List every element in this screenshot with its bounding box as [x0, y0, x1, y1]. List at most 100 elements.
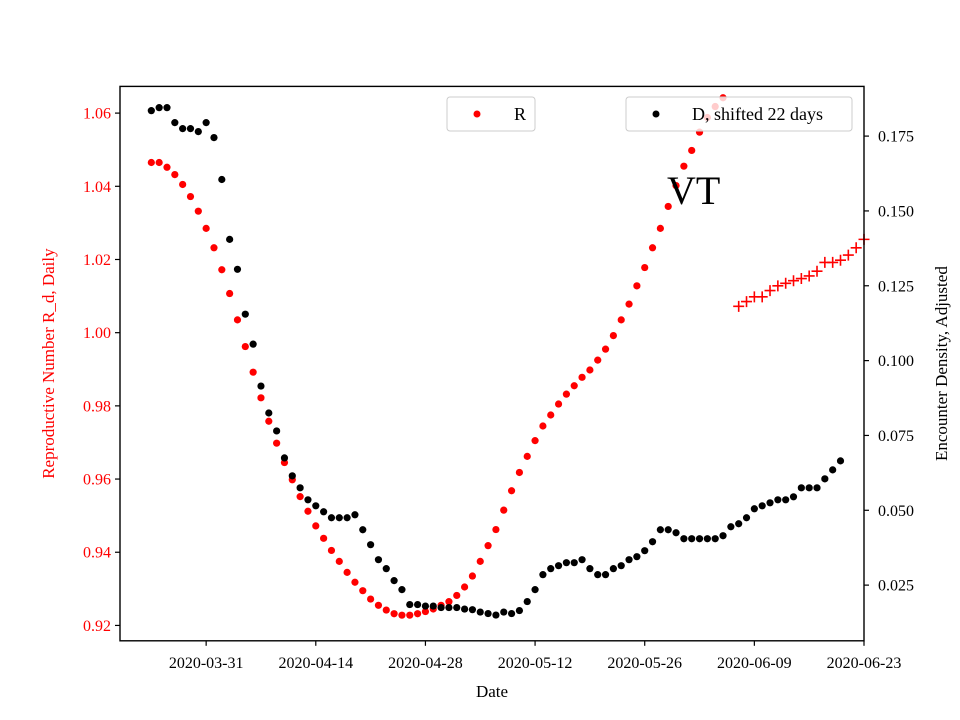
point-2-4	[764, 285, 776, 297]
point-0-10	[226, 289, 234, 298]
point-1-65	[656, 526, 664, 534]
legend-d-marker	[652, 110, 660, 118]
legend-r-box	[446, 96, 536, 132]
point-0-44	[492, 525, 500, 534]
point-0-53	[562, 390, 571, 398]
series-2	[733, 233, 870, 312]
point-1-24	[335, 514, 343, 522]
point-2-7	[788, 275, 800, 287]
point-0-63	[641, 263, 649, 272]
point-1-53	[562, 559, 571, 567]
point-1-81	[782, 496, 790, 504]
point-2-0	[733, 300, 745, 312]
point-1-76	[742, 514, 751, 522]
point-1-72	[711, 535, 719, 543]
point-1-74	[727, 523, 735, 531]
point-1-84	[805, 484, 813, 492]
point-0-34	[414, 610, 422, 618]
point-0-69	[688, 146, 696, 155]
series-0	[147, 94, 727, 619]
point-1-75	[735, 520, 743, 528]
point-1-16	[273, 427, 281, 435]
point-1-41	[468, 606, 477, 614]
point-2-8	[795, 273, 807, 285]
point-1-66	[664, 526, 672, 534]
point-1-2	[163, 104, 171, 112]
point-1-88	[836, 457, 845, 465]
point-1-40	[460, 605, 469, 613]
point-1-73	[719, 532, 727, 540]
point-1-61	[625, 556, 633, 564]
point-0-12	[241, 342, 249, 351]
point-1-49	[531, 586, 539, 594]
point-1-78	[758, 502, 766, 510]
y-left-tick-label-3: 0.98	[83, 398, 111, 415]
series-1	[147, 104, 845, 619]
point-2-6	[780, 277, 792, 289]
point-0-15	[265, 417, 273, 425]
point-1-23	[327, 514, 336, 522]
point-0-24	[335, 557, 343, 565]
y-right-tick-label-2: 0.075	[878, 428, 914, 445]
point-1-32	[398, 586, 406, 594]
point-2-3	[756, 291, 768, 303]
point-1-10	[226, 235, 234, 243]
y-right-tick-label-1: 0.050	[878, 503, 914, 520]
point-1-29	[374, 556, 383, 564]
x-tick-label-3: 2020-05-12	[498, 655, 573, 672]
point-2-5	[772, 280, 784, 292]
point-0-2	[163, 163, 171, 171]
point-1-80	[774, 496, 782, 504]
point-0-60	[617, 316, 625, 324]
y-left-tick-label-1: 0.94	[83, 545, 111, 562]
point-0-48	[523, 452, 531, 460]
x-axis: 2020-03-31 2020-04-14 2020-04-28 2020-05-12…	[169, 640, 902, 672]
legend-r: R	[446, 96, 536, 132]
x-tick-label-2: 2020-04-28	[388, 655, 463, 672]
point-1-63	[641, 547, 649, 555]
y-axis-left: 0.92 0.94 0.96 0.98 1.00 1.02 1.04 1.06	[83, 106, 120, 635]
point-1-79	[766, 499, 774, 507]
point-1-18	[288, 472, 296, 480]
point-2-14	[842, 249, 854, 261]
point-0-46	[507, 487, 516, 495]
point-1-77	[750, 505, 758, 513]
point-1-22	[320, 508, 328, 516]
point-1-27	[359, 526, 367, 534]
point-2-13	[835, 254, 847, 266]
point-0-5	[186, 192, 195, 201]
point-0-64	[648, 244, 657, 252]
point-0-42	[476, 557, 484, 565]
point-1-50	[539, 571, 547, 579]
point-0-20	[304, 507, 312, 515]
legend-r-marker	[473, 110, 481, 118]
point-1-39	[453, 603, 461, 612]
point-0-35	[421, 607, 430, 616]
point-0-3	[171, 170, 179, 179]
point-0-31	[390, 610, 398, 618]
point-1-31	[390, 577, 398, 585]
point-1-68	[680, 535, 688, 543]
point-1-33	[406, 600, 414, 609]
point-1-5	[186, 125, 195, 133]
y-left-tick-label-2: 0.96	[83, 472, 111, 489]
point-1-28	[367, 541, 375, 549]
point-1-59	[609, 565, 617, 573]
point-1-1	[155, 104, 163, 112]
point-0-14	[257, 394, 265, 402]
y-left-tick-label-6: 1.04	[83, 179, 111, 196]
point-1-44	[492, 611, 500, 619]
point-1-87	[829, 466, 837, 474]
x-tick-label-6: 2020-06-23	[827, 655, 902, 672]
point-1-69	[688, 535, 696, 543]
x-axis-label: Date	[476, 682, 508, 701]
point-0-65	[656, 224, 664, 232]
point-1-0	[147, 107, 155, 115]
point-1-26	[351, 511, 359, 519]
point-0-0	[147, 158, 155, 167]
x-tick-label-5: 2020-06-09	[717, 655, 792, 672]
point-1-43	[484, 609, 492, 618]
point-0-28	[367, 595, 375, 603]
point-0-39	[453, 591, 461, 600]
